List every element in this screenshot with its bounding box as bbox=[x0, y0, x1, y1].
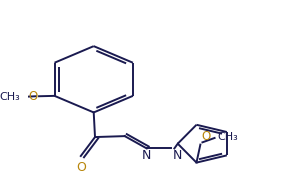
Text: O: O bbox=[76, 161, 86, 174]
Text: CH₃: CH₃ bbox=[0, 92, 20, 102]
Text: O: O bbox=[28, 90, 38, 103]
Text: N: N bbox=[142, 149, 152, 162]
Text: CH₃: CH₃ bbox=[217, 132, 238, 142]
Text: O: O bbox=[201, 130, 210, 143]
Text: N: N bbox=[172, 149, 182, 162]
